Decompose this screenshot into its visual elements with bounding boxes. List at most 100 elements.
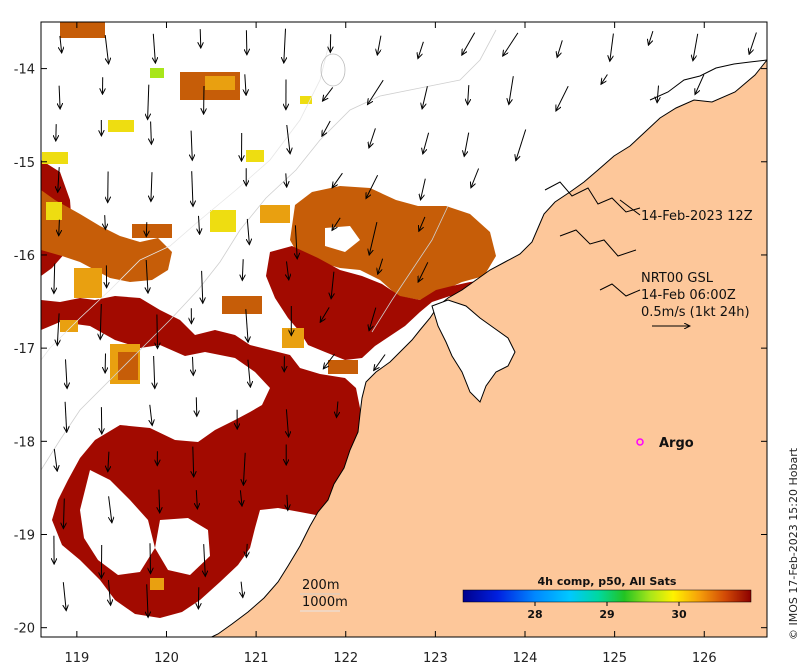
current-arrow: [150, 543, 151, 574]
current-arrow: [421, 178, 426, 200]
colorbar-title: 4h comp, p50, All Sats: [538, 575, 677, 588]
lon-tick-label: 120: [154, 651, 179, 666]
credit-label: © IMOS 17-Feb-2023 15:20 Hobart: [787, 447, 800, 640]
current-arrow: [240, 490, 242, 506]
current-arrow: [503, 32, 519, 56]
current-arrow: [59, 85, 60, 109]
current-arrow: [320, 307, 330, 322]
current-arrow: [153, 33, 155, 63]
current-arrow: [695, 74, 705, 95]
current-arrow: [556, 85, 569, 111]
current-arrow: [63, 498, 64, 529]
lon-tick-label: 119: [64, 651, 89, 666]
current-arrow: [54, 263, 55, 294]
colorbar-tick-label: 30: [671, 608, 687, 621]
current-arrow: [323, 87, 334, 101]
longitude-axis: 119 120 121 122 123 124 125 126: [64, 22, 717, 666]
current-arrow: [196, 397, 197, 416]
current-arrow: [332, 217, 341, 231]
lon-tick-label: 126: [692, 651, 717, 666]
current-arrow: [471, 168, 480, 188]
current-arrow: [462, 32, 476, 56]
current-arrow: [199, 215, 200, 234]
current-arrow: [516, 129, 527, 161]
current-arrow: [366, 174, 379, 198]
cloud-gaps: [41, 226, 360, 575]
current-arrow: [369, 307, 377, 331]
current-arrow: [378, 258, 384, 275]
current-arrow: [368, 79, 384, 104]
current-arrow: [150, 404, 152, 426]
current-arrow: [369, 221, 378, 255]
bathymetry-contours: [41, 29, 497, 471]
current-vectors: [54, 28, 757, 618]
lon-tick-label: 124: [513, 651, 538, 666]
current-arrow: [108, 579, 110, 605]
current-arrow: [418, 262, 429, 282]
plot-frame: [40, 21, 768, 638]
argo-marker[interactable]: [636, 438, 644, 446]
current-arrow: [295, 225, 297, 259]
current-arrow: [286, 409, 288, 437]
current-arrow: [100, 303, 101, 340]
current-arrow: [337, 401, 338, 418]
current-arrow: [246, 30, 247, 55]
current-arrow: [332, 172, 343, 188]
timestamp-leader: [619, 199, 641, 216]
current-arrow: [191, 130, 192, 161]
current-arrow: [648, 30, 654, 45]
current-arrow: [147, 584, 148, 617]
current-arrow: [243, 452, 245, 485]
current-arrow: [154, 355, 155, 389]
current-arrow: [105, 215, 106, 229]
current-arrow: [54, 448, 57, 471]
current-arrow: [287, 261, 289, 280]
current-arrow: [204, 544, 206, 576]
current-arrow: [610, 33, 614, 62]
lat-tick-label: -16: [14, 249, 35, 264]
current-arrow: [557, 40, 563, 57]
current-arrow: [60, 35, 62, 53]
current-arrow: [108, 496, 112, 523]
current-arrow: [419, 216, 426, 231]
current-arrow: [241, 581, 243, 598]
current-arrow: [196, 490, 197, 509]
lat-tick-label: -15: [14, 156, 35, 171]
lat-tick-label: -19: [14, 529, 35, 544]
current-arrow: [57, 313, 59, 345]
current-arrow: [193, 446, 194, 477]
current-arrow: [693, 33, 699, 61]
current-arrow: [248, 359, 251, 387]
current-arrow: [148, 84, 149, 120]
depth-1000-label: 1000m: [302, 595, 348, 610]
current-arrow: [192, 171, 193, 206]
lon-tick-label: 122: [333, 651, 358, 666]
current-arrow: [151, 172, 152, 201]
king-sound: [431, 299, 516, 403]
current-arrow: [246, 309, 248, 342]
current-arrow: [377, 35, 382, 55]
timestamp-label: 14-Feb-2023 12Z: [641, 209, 753, 224]
current-arrow: [202, 270, 203, 303]
colorbar: [462, 589, 752, 603]
current-arrow: [468, 85, 469, 105]
colorbar-tick-label: 29: [599, 608, 614, 621]
current-arrow: [657, 85, 658, 103]
current-arrow: [146, 222, 147, 236]
colorbar-ticks: 28 29 30: [527, 602, 687, 621]
lon-tick-label: 125: [602, 651, 627, 666]
lat-tick-label: -18: [14, 435, 35, 450]
current-arrow: [245, 74, 246, 95]
current-scale-label: 0.5m/s (1kt 24h): [641, 305, 750, 320]
latitude-axis: -14 -15 -16 -17 -18 -19 -20: [14, 63, 767, 637]
lat-tick-label: -17: [14, 342, 35, 357]
colorbar-tick-label: 28: [527, 608, 542, 621]
current-arrow: [242, 259, 243, 280]
current-arrow: [601, 74, 608, 85]
current-arrow: [65, 401, 67, 432]
current-arrow: [108, 451, 109, 472]
argo-label: Argo: [659, 436, 694, 451]
sst-patch-nw-warm: [41, 190, 172, 282]
current-arrow: [331, 271, 334, 299]
